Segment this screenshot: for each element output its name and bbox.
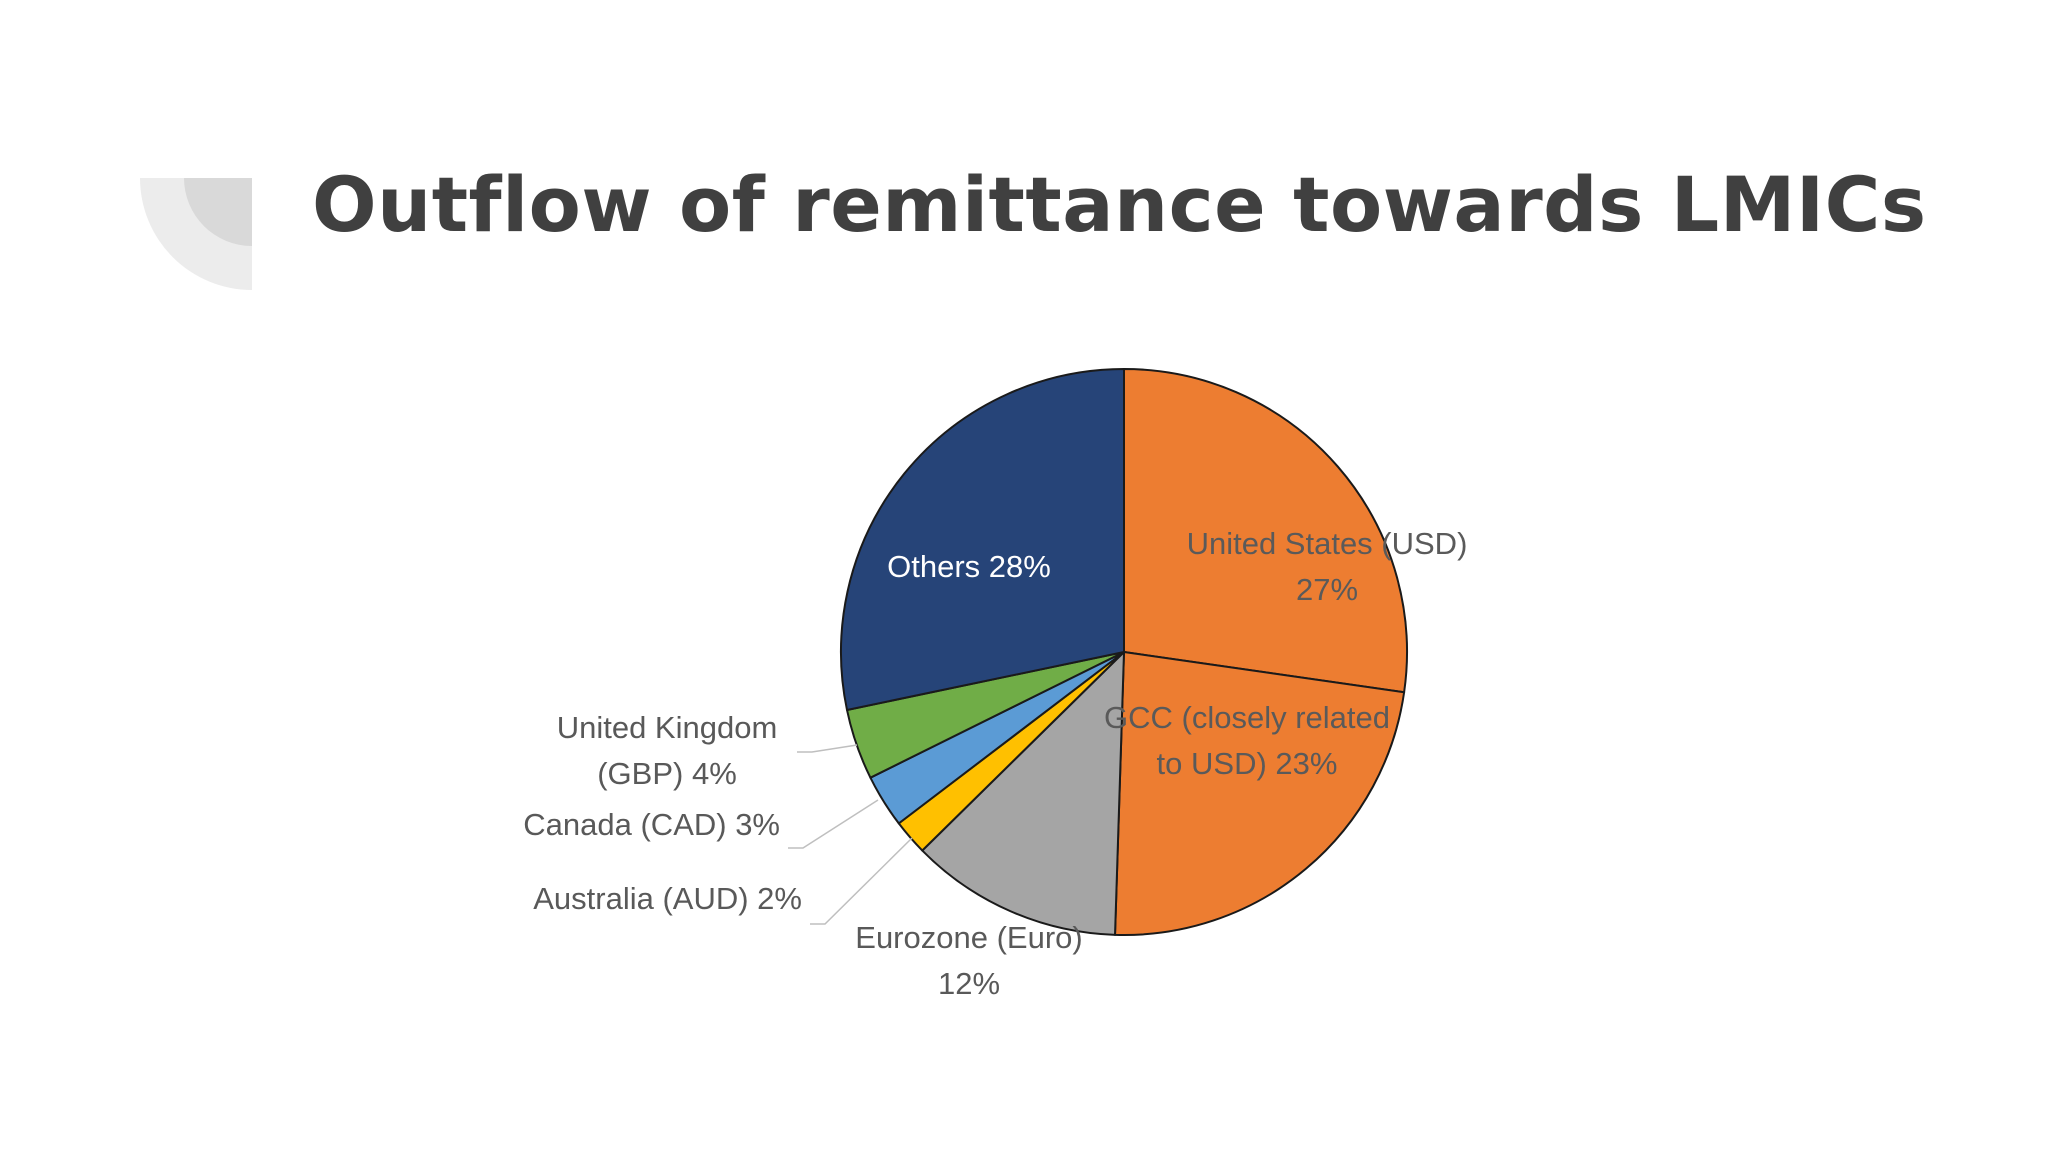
slice-label-line: Australia (AUD) 2% <box>533 881 802 916</box>
slide-title: Outflow of remittance towards LMICs <box>312 160 1927 249</box>
slice-label-line: Others 28% <box>887 549 1051 584</box>
slice-label-eurozone-euro: Eurozone (Euro) 12% <box>855 920 1082 1001</box>
corner-decoration <box>140 178 252 290</box>
pie-slice-eurozone-euro <box>921 651 1125 936</box>
leader-line-australia-aud <box>810 837 913 925</box>
slice-label-line: United States (USD) <box>1187 526 1468 561</box>
pie-slice-gcc-closely-related-to-usd <box>1114 651 1406 936</box>
pie-slice-others <box>840 368 1125 711</box>
slice-label-united-states-usd: United States (USD) 27% <box>1187 526 1468 607</box>
slice-label-others: Others 28% <box>887 549 1051 584</box>
slice-label-line: 27% <box>1296 572 1358 607</box>
slice-label-gcc-closely-related-to-usd: GCC (closely related to USD) 23% <box>1104 700 1390 781</box>
slice-label-line: Eurozone (Euro) <box>855 920 1082 955</box>
pie-slice-united-states-usd <box>1123 368 1408 694</box>
slice-label-line: United Kingdom <box>557 710 778 745</box>
slice-label-line: 12% <box>938 966 1000 1001</box>
slice-label-line: Canada (CAD) 3% <box>523 807 780 842</box>
corner-arc-inner <box>184 178 252 246</box>
leader-line-united-kingdom-gbp <box>797 744 858 753</box>
slice-label-united-kingdom-gbp: United Kingdom (GBP) 4% <box>557 710 778 791</box>
slice-label-line: (GBP) 4% <box>597 756 737 791</box>
slice-label-line: to USD) 23% <box>1157 746 1338 781</box>
leader-lines <box>788 744 913 925</box>
slice-label-line: GCC (closely related <box>1104 700 1390 735</box>
slice-labels: United States (USD) 27% GCC (closely relat… <box>523 526 1467 1001</box>
leader-line-canada-cad <box>788 799 879 849</box>
pie-slices <box>840 368 1408 936</box>
slice-label-canada-cad: Canada (CAD) 3% <box>523 807 780 842</box>
slice-label-australia-aud: Australia (AUD) 2% <box>533 881 802 916</box>
